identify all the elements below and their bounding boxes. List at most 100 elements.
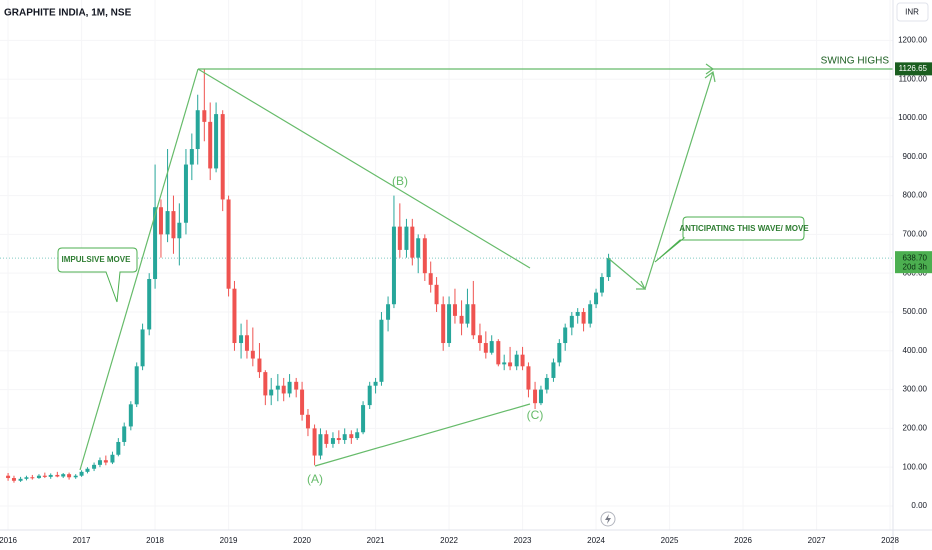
candle-body — [36, 475, 41, 479]
y-tick-label: 800.00 — [903, 191, 928, 200]
y-tick-label: 200.00 — [903, 423, 928, 432]
candle-body — [569, 315, 574, 328]
anticipate-label: ANTICIPATING THIS WAVE/ MOVE — [679, 224, 809, 233]
candle-body — [459, 315, 464, 324]
candle-body — [373, 381, 378, 386]
x-tick-label: 2018 — [146, 536, 164, 545]
x-tick-label: 2019 — [220, 536, 238, 545]
y-tick-label: 700.00 — [903, 229, 928, 238]
candle-body — [606, 258, 611, 278]
candle-body — [441, 304, 446, 344]
candle-body — [599, 277, 604, 293]
y-tick-label: 900.00 — [903, 152, 928, 161]
candle-body — [110, 454, 115, 463]
candle-body — [140, 329, 145, 367]
candle-body — [244, 335, 249, 351]
x-tick-label: 2028 — [881, 536, 899, 545]
candle-body — [342, 434, 347, 441]
x-tick-label: 2021 — [367, 536, 385, 545]
y-tick-label: 500.00 — [903, 307, 928, 316]
candle-body — [30, 477, 35, 479]
candle-body — [434, 284, 439, 305]
candle-body — [214, 114, 219, 169]
wave-label: (B) — [392, 174, 408, 188]
candle-body — [281, 385, 286, 394]
impulse-line — [79, 68, 199, 471]
y-tick-label: 0.00 — [911, 501, 927, 510]
candle-body — [287, 381, 292, 394]
drawings: IMPULSIVE MOVE ANTICIPATING THIS WAVE/ M… — [57, 56, 893, 486]
candle-body — [85, 468, 90, 472]
a-c-line — [314, 403, 531, 467]
y-tick-label: 1200.00 — [898, 35, 927, 44]
candle-body — [79, 471, 84, 476]
candle-body — [477, 335, 482, 344]
candle-body — [514, 354, 519, 367]
candle-body — [305, 414, 310, 429]
candle-body — [533, 389, 538, 404]
candle-body — [581, 311, 586, 324]
candle-body — [165, 211, 170, 235]
candle-body — [250, 350, 255, 359]
arrow-head — [636, 280, 646, 290]
x-tick-label: 2020 — [293, 536, 311, 545]
x-tick-label: 2022 — [440, 536, 458, 545]
candle-body — [324, 434, 329, 444]
candle-body — [294, 381, 299, 390]
y-tick-label: 1100.00 — [899, 74, 928, 83]
candle-body — [208, 121, 213, 169]
candle-body — [551, 362, 556, 378]
candle-body — [410, 226, 415, 258]
b-line — [197, 68, 531, 269]
candle-body — [122, 426, 127, 442]
y-tick-label: 1000.00 — [898, 113, 927, 122]
candle-body — [367, 385, 372, 406]
candle-body — [269, 389, 274, 396]
candle-body — [6, 475, 11, 479]
candle-body — [379, 319, 384, 382]
candle-body — [61, 474, 66, 477]
candle-body — [55, 474, 60, 477]
candle-body — [563, 327, 568, 344]
candle-body — [397, 226, 402, 250]
candle-body — [103, 460, 108, 463]
candle-body — [526, 366, 531, 390]
candle-body — [183, 164, 188, 223]
chart-title: GRAPHITE INDIA, 1M, NSE — [4, 8, 132, 19]
candle-body — [48, 474, 53, 477]
candle-body — [386, 304, 391, 320]
wave-label: (A) — [307, 472, 323, 486]
candle-body — [171, 211, 176, 239]
candle-body — [226, 199, 231, 289]
candle-body — [158, 207, 163, 235]
candle-body — [594, 292, 599, 305]
candle-body — [202, 110, 207, 122]
y-tick-label: 100.00 — [903, 462, 928, 471]
axis-layer: 0.00100.00200.00300.00400.00500.00600.00… — [0, 35, 932, 545]
candle-body — [92, 464, 97, 469]
arrow-head — [704, 70, 716, 83]
candle-body — [575, 311, 580, 316]
currency-box[interactable] — [896, 2, 929, 22]
candle-body — [496, 341, 501, 365]
countdown-label: 20d 3h — [903, 262, 927, 271]
candle-body — [97, 460, 102, 465]
x-tick-label: 2016 — [0, 536, 18, 545]
candle-body — [557, 343, 562, 363]
currency: INR — [905, 8, 919, 17]
candle-body — [452, 304, 457, 316]
x-tick-label: 2017 — [73, 536, 91, 545]
candle-body — [489, 341, 494, 353]
candle-body — [355, 432, 360, 439]
candle-body — [312, 428, 317, 456]
candle-body — [177, 222, 182, 239]
candle-body — [232, 288, 237, 344]
candle-body — [330, 438, 335, 444]
candle-body — [42, 475, 47, 477]
x-tick-label: 2026 — [734, 536, 752, 545]
candle-body — [422, 238, 427, 274]
candle-body — [116, 441, 121, 455]
swing-high-box — [895, 62, 932, 76]
candle-body — [73, 475, 78, 478]
